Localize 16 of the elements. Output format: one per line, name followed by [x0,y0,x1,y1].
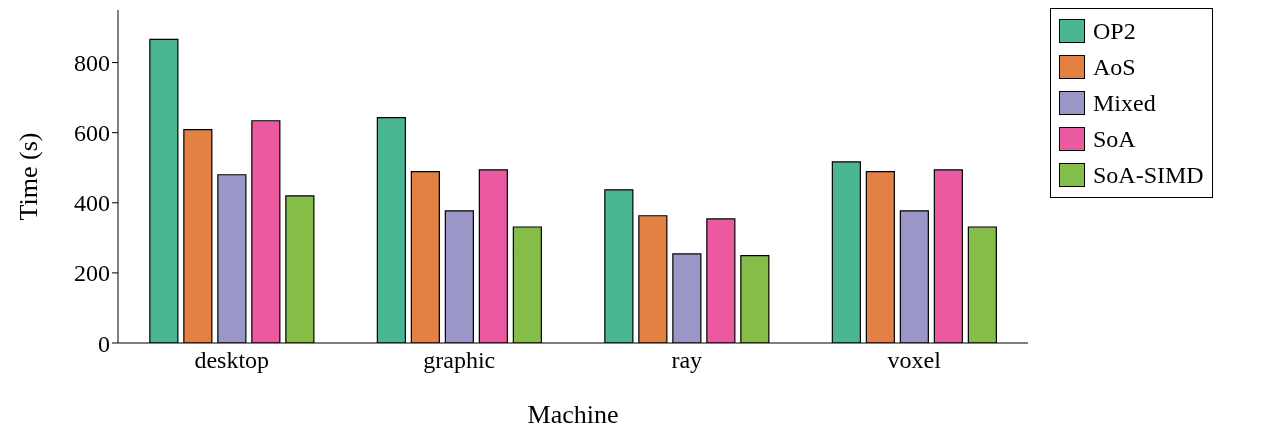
legend-label: AoS [1093,53,1136,81]
x-axis-title: Machine [527,400,619,429]
x-tick-label: voxel [887,347,942,374]
legend-label: SoA-SIMD [1093,161,1204,189]
x-tick-label: desktop [194,347,270,374]
y-tick-label: 600 [74,120,110,147]
legend-label: Mixed [1093,89,1156,117]
y-tick-label: 200 [74,260,110,287]
y-tick-label: 0 [98,330,110,357]
y-axis-title: Time (s) [14,132,44,221]
legend-label: OP2 [1093,17,1136,45]
y-tick-label: 400 [74,190,110,217]
y-tick-label: 800 [74,50,110,77]
legend-label: SoA [1093,125,1136,153]
x-tick-label: ray [671,347,703,374]
x-tick-label: graphic [423,347,496,374]
